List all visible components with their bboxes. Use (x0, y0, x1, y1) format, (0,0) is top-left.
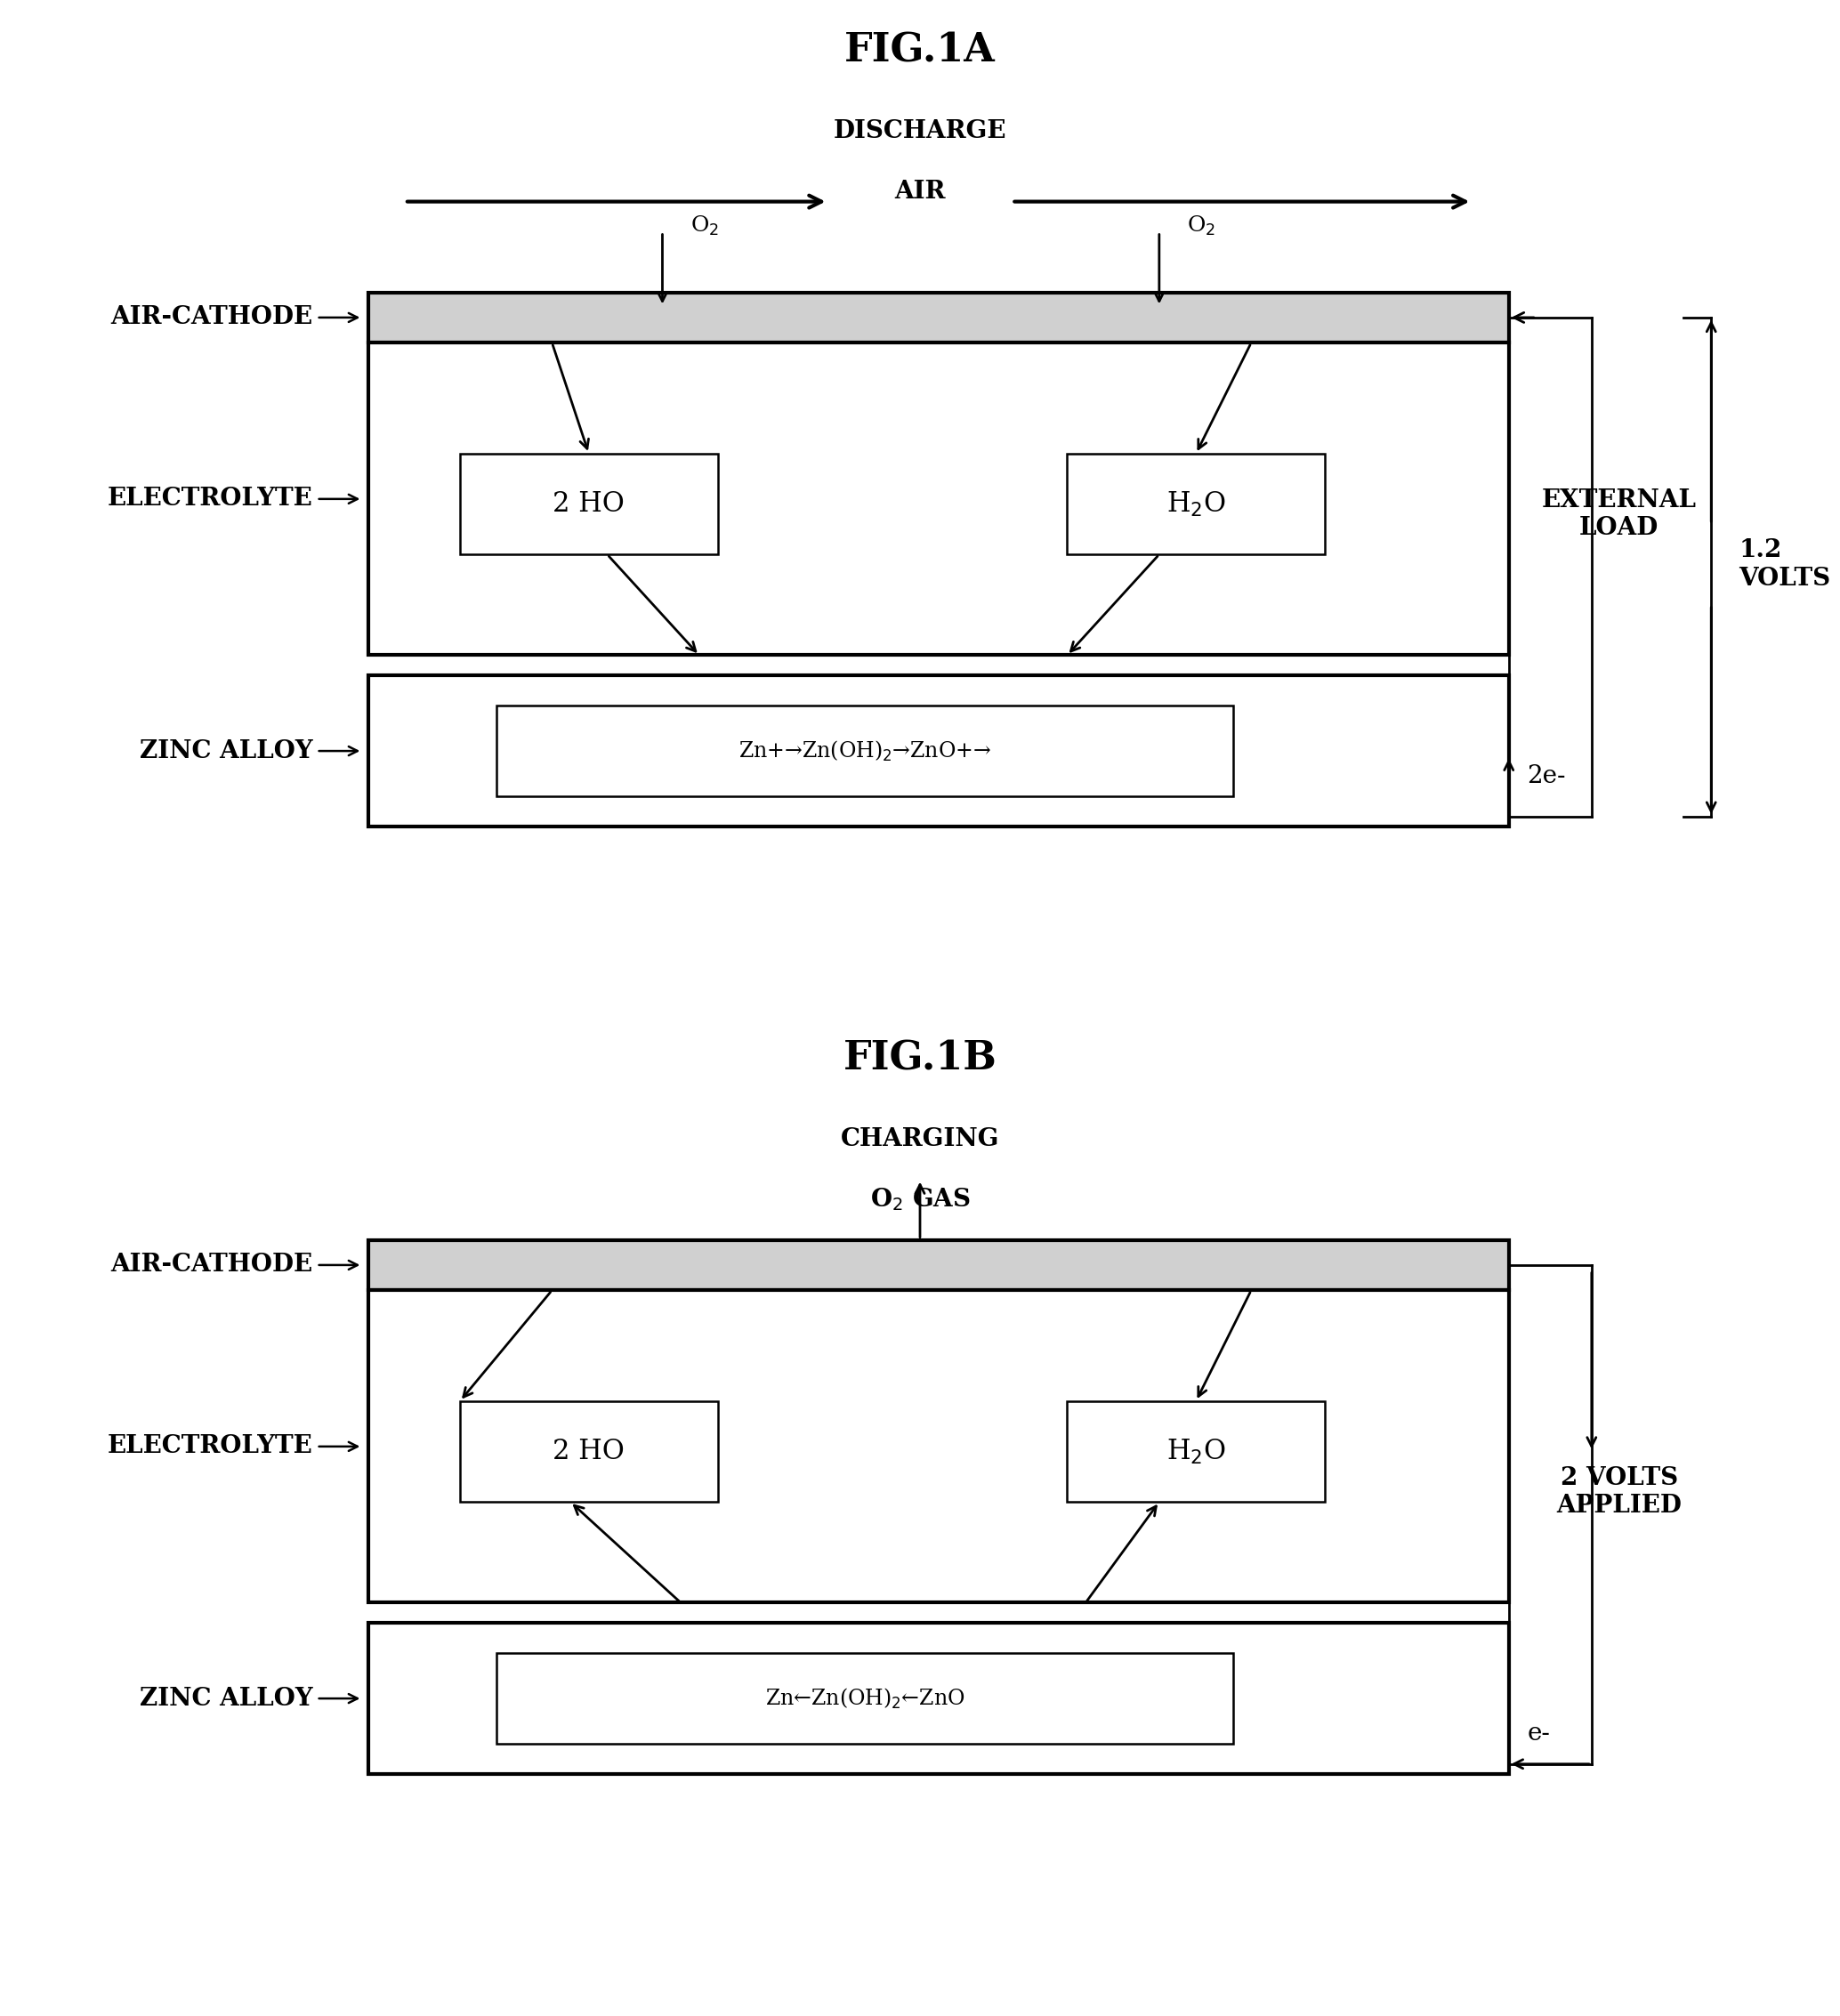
Text: ZINC ALLOY: ZINC ALLOY (140, 740, 313, 762)
Text: FIG.1A: FIG.1A (845, 32, 995, 69)
Text: O$_2$ GAS: O$_2$ GAS (870, 1185, 970, 1214)
Bar (460, 454, 718, 554)
Bar (497, 1653, 1233, 1744)
Text: FIG.1B: FIG.1B (843, 1040, 997, 1077)
Bar (368, 1240, 1509, 1290)
Text: O$_2$: O$_2$ (1187, 214, 1216, 238)
Text: EXTERNAL
LOAD: EXTERNAL LOAD (1542, 488, 1696, 540)
Text: AIR-CATHODE: AIR-CATHODE (110, 1254, 313, 1276)
Text: 2 VOLTS
APPLIED: 2 VOLTS APPLIED (1557, 1466, 1682, 1518)
Bar (1067, 454, 1325, 554)
Text: 2e-: 2e- (1527, 764, 1566, 788)
Text: ELECTROLYTE: ELECTROLYTE (107, 1435, 313, 1458)
Text: Zn+→Zn(OH)$_2$→ZnO+→: Zn+→Zn(OH)$_2$→ZnO+→ (738, 738, 992, 764)
Text: H$_2$O: H$_2$O (1167, 490, 1225, 518)
Bar (368, 675, 1509, 827)
Bar (460, 1401, 718, 1502)
Bar (497, 706, 1233, 796)
Text: 1.2
VOLTS: 1.2 VOLTS (1739, 538, 1831, 591)
Text: CHARGING: CHARGING (841, 1127, 999, 1151)
Bar (1067, 1401, 1325, 1502)
Text: AIR-CATHODE: AIR-CATHODE (110, 306, 313, 329)
Text: H$_2$O: H$_2$O (1167, 1437, 1225, 1466)
Text: ELECTROLYTE: ELECTROLYTE (107, 488, 313, 510)
Text: Zn←Zn(OH)$_2$←ZnO: Zn←Zn(OH)$_2$←ZnO (765, 1685, 964, 1712)
Text: ZINC ALLOY: ZINC ALLOY (140, 1687, 313, 1710)
Text: e-: e- (1527, 1722, 1551, 1746)
Text: O$_2$: O$_2$ (690, 214, 719, 238)
Text: 2 HO: 2 HO (552, 490, 626, 518)
Bar (368, 292, 1509, 343)
Text: AIR: AIR (894, 179, 946, 204)
Bar (368, 1290, 1509, 1603)
Bar (368, 343, 1509, 655)
Text: 2 HO: 2 HO (552, 1437, 626, 1466)
Text: DISCHARGE: DISCHARGE (834, 119, 1006, 143)
Bar (368, 1623, 1509, 1774)
